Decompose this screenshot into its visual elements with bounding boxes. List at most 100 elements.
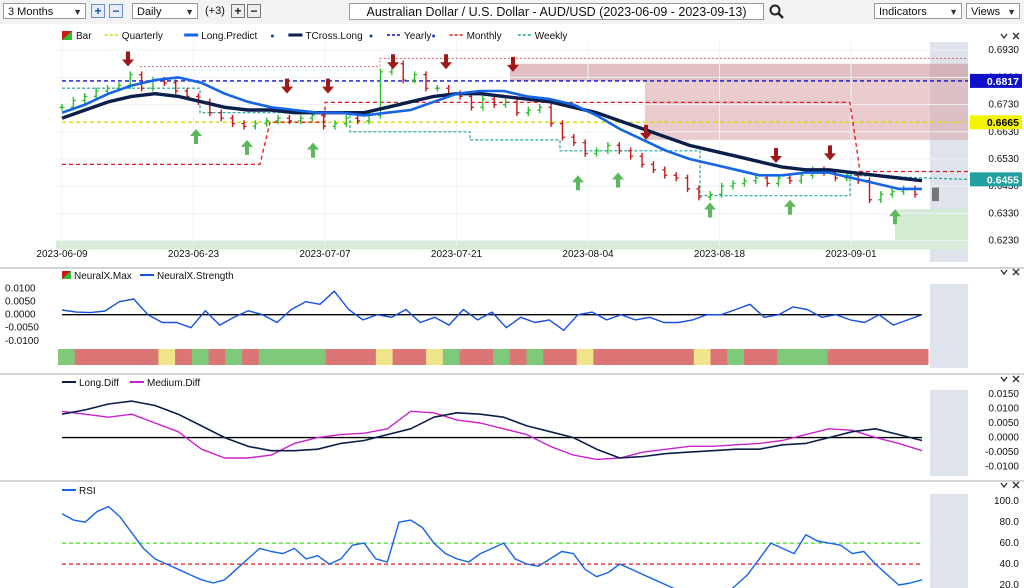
y-tick-label: 0.0150 — [988, 389, 1019, 400]
legend-label: NeuralX.Max — [74, 271, 132, 282]
neuralx-strength-line — [61, 290, 923, 331]
chevron-down-icon[interactable] — [1000, 376, 1008, 383]
sell-arrow-icon — [281, 78, 293, 94]
period-select-label: 3 Months — [8, 6, 54, 18]
signal-bar-segment — [409, 349, 427, 365]
price-grid — [56, 42, 968, 246]
period-select[interactable]: 3 Months ▼ — [3, 3, 86, 19]
views-menu[interactable]: Views ▼ — [966, 3, 1020, 19]
y-tick-label: 20.0 — [1000, 580, 1020, 588]
signal-bar-segment — [911, 349, 929, 365]
y-tick-label: 60.0 — [1000, 538, 1020, 549]
signal-bar-segment — [493, 349, 511, 365]
buy-arrow-icon — [612, 172, 624, 188]
signal-bar-segment — [877, 349, 896, 365]
y-tick-label: 80.0 — [1000, 517, 1020, 528]
legend-swatch — [62, 271, 71, 279]
price-shading — [56, 42, 968, 262]
price-label: 0.6817 — [987, 76, 1019, 88]
signal-bar-segment — [576, 349, 594, 365]
support-zone — [895, 209, 968, 241]
legend-label: Long.Diff — [79, 378, 119, 389]
sell-arrow-icon — [322, 78, 334, 94]
sell-arrow-icon — [824, 145, 836, 161]
close-icon[interactable] — [1012, 268, 1020, 276]
sell-arrow-icon — [122, 51, 134, 67]
indicators-menu-label: Indicators — [879, 6, 927, 18]
signal-bar-segment — [794, 349, 812, 365]
weekly-level — [62, 87, 969, 197]
x-tick-label: 2023-06-23 — [168, 249, 220, 260]
price-label-box — [970, 73, 1022, 88]
signal-bar-segment — [476, 349, 494, 365]
chevron-down-icon[interactable] — [1000, 33, 1008, 40]
signal-bar-segment — [442, 349, 461, 365]
y-tick-label: 0.6430 — [988, 181, 1019, 192]
remove-overlay-button[interactable]: − — [247, 4, 261, 18]
signal-bar-segment — [610, 349, 628, 365]
signal-bar-segment — [526, 349, 544, 365]
sell-arrow-icon — [770, 148, 782, 164]
interval-select[interactable]: Daily ▼ — [132, 3, 198, 19]
chevron-down-icon[interactable] — [1000, 482, 1008, 489]
buy-arrow-icon — [889, 209, 901, 225]
legend-label: Monthly — [467, 31, 502, 42]
resistance-zone — [645, 80, 968, 140]
plus-icon: + — [234, 4, 242, 18]
search-button[interactable] — [768, 3, 786, 21]
signal-bar-segment — [827, 349, 845, 365]
symbol-title-field[interactable]: Australian Dollar / U.S. Dollar - AUD/US… — [349, 3, 764, 20]
price-legend: Bar Quarterly Long.Predict TCross.Long Yearl… — [62, 31, 567, 42]
interval-select-label: Daily — [137, 6, 162, 18]
close-icon[interactable] — [1012, 375, 1020, 383]
signal-bar-segment — [359, 349, 377, 365]
indicators-menu[interactable]: Indicators ▼ — [874, 3, 962, 19]
tcross-long-line — [61, 92, 923, 183]
support-zone — [56, 240, 968, 250]
minus-icon: − — [112, 4, 120, 18]
signal-arrows — [122, 51, 901, 225]
long-predict-line — [61, 76, 922, 191]
signal-bar-segment — [141, 349, 159, 365]
signal-bar-segment — [58, 349, 76, 365]
signal-bar-segment — [710, 349, 728, 365]
y-tick-label: 0.0100 — [5, 284, 36, 295]
chart-area[interactable]: 0.69300.68300.67300.66300.65300.64300.63… — [0, 24, 1024, 588]
signal-bar-segment — [509, 349, 527, 365]
y-tick-label: -0.0050 — [5, 323, 39, 334]
close-icon[interactable] — [1012, 32, 1020, 40]
remove-period-button[interactable]: − — [109, 4, 123, 18]
signal-bar-segment — [743, 349, 762, 365]
chevron-down-icon[interactable] — [1000, 269, 1008, 276]
close-icon[interactable] — [1012, 481, 1020, 489]
legend-label: NeuralX.Strength — [157, 271, 234, 282]
signal-bar-segment — [392, 349, 410, 365]
y-tick-label: 100.0 — [994, 496, 1019, 507]
rsi-line — [61, 505, 923, 588]
x-tick-label: 2023-06-09 — [36, 249, 88, 260]
future-area — [930, 390, 968, 476]
legend-label: TCross.Long — [305, 31, 362, 42]
add-period-button[interactable]: + — [91, 4, 105, 18]
y-tick-label: 0.0100 — [988, 403, 1019, 414]
y-tick-label: 0.0000 — [988, 433, 1019, 444]
legend-dot — [432, 34, 436, 38]
add-overlay-button[interactable]: + — [231, 4, 245, 18]
legend-dot — [270, 34, 274, 38]
x-axis-labels: 2023-06-09 2023-06-23 2023-07-07 2023-07-21… — [36, 249, 877, 260]
sell-arrow-icon — [387, 54, 399, 70]
signal-bar-segment — [258, 349, 276, 365]
x-tick-label: 2023-07-07 — [299, 249, 351, 260]
x-tick-label: 2023-09-01 — [825, 249, 877, 260]
x-tick-label: 2023-08-04 — [562, 249, 614, 260]
price-levels — [62, 57, 969, 197]
legend-label: Weekly — [535, 31, 568, 42]
signal-bar-segment — [242, 349, 260, 365]
y-tick-label: 0.0000 — [5, 310, 36, 321]
buy-arrow-icon — [704, 202, 716, 218]
chevron-down-icon: ▼ — [1007, 7, 1016, 17]
y-tick-label: 0.6930 — [988, 45, 1019, 56]
signal-bar-segment — [727, 349, 745, 365]
x-tick-label: 2023-08-18 — [694, 249, 746, 260]
